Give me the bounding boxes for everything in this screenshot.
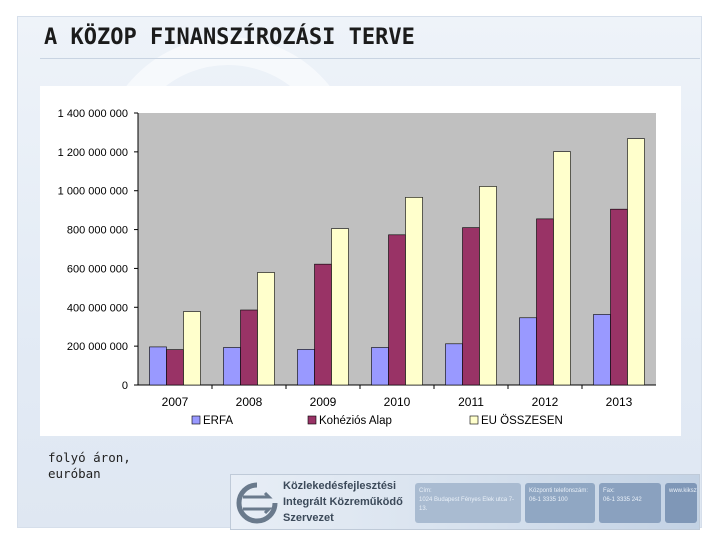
bar (257, 272, 275, 386)
contact-phone: Központi telefonszám: 06-1 3335 100 (525, 483, 595, 523)
bar (240, 309, 258, 386)
contact-address: Cím: 1024 Budapest Fényes Elek utca 7-13… (415, 483, 521, 523)
bar (149, 346, 167, 386)
y-tick-label: 200 000 000 (67, 341, 128, 353)
x-tick-label: 2013 (606, 395, 633, 409)
bar (593, 314, 611, 386)
x-tick-label: 2008 (236, 395, 263, 409)
footer-banner: Közlekedésfejlesztési Integrált Közreműk… (230, 474, 700, 530)
y-tick-label: 400 000 000 (67, 302, 128, 314)
bar (297, 349, 315, 386)
bar (166, 349, 184, 386)
legend-swatch (191, 415, 201, 425)
bar (462, 227, 480, 386)
bar (536, 218, 554, 386)
y-tick-label: 0 (122, 380, 128, 392)
bar (519, 317, 537, 386)
legend-label: Kohéziós Alap (319, 415, 392, 427)
legend-label: EU ÖSSZESEN (481, 415, 563, 427)
slide-title: A KÖZOP FINANSZÍROZÁSI TERVE (44, 25, 415, 50)
legend-swatch (307, 415, 317, 425)
x-tick-label: 2009 (310, 395, 337, 409)
y-tick-label: 600 000 000 (67, 263, 128, 275)
legend-label: ERFA (203, 415, 233, 427)
y-tick-label: 800 000 000 (67, 225, 128, 237)
bar (314, 263, 332, 386)
legend-swatch (469, 415, 479, 425)
contact-website[interactable]: www.kikszt.hu (665, 483, 697, 523)
x-tick-label: 2007 (162, 395, 189, 409)
bar (479, 186, 497, 386)
y-tick-label: 1 200 000 000 (58, 147, 128, 159)
x-tick-label: 2010 (384, 395, 411, 409)
org-name: Közlekedésfejlesztési Integrált Közreműk… (283, 480, 403, 524)
org-logo-icon (236, 482, 278, 524)
bar (553, 151, 571, 386)
footnote: folyó áron, euróban (48, 450, 131, 481)
contact-fax: Fax: 06-1 3335 242 (599, 483, 661, 523)
bar (445, 343, 463, 386)
bar (371, 347, 389, 386)
x-tick-label: 2012 (532, 395, 559, 409)
y-tick-label: 1 400 000 000 (58, 108, 128, 120)
bar (405, 197, 423, 386)
y-tick-label: 1 000 000 000 (58, 186, 128, 198)
bar (223, 347, 241, 386)
title-divider (40, 58, 700, 59)
bar (627, 138, 645, 386)
bar (183, 311, 201, 386)
chart-panel: 0 200 000 000 400 000 000 600 000 000 800 00… (40, 86, 681, 436)
bar (388, 234, 406, 386)
bar (331, 228, 349, 386)
bar (610, 208, 628, 386)
x-tick-label: 2011 (458, 395, 484, 409)
bar-chart: 0 200 000 000 400 000 000 600 000 000 800 00… (58, 108, 656, 427)
